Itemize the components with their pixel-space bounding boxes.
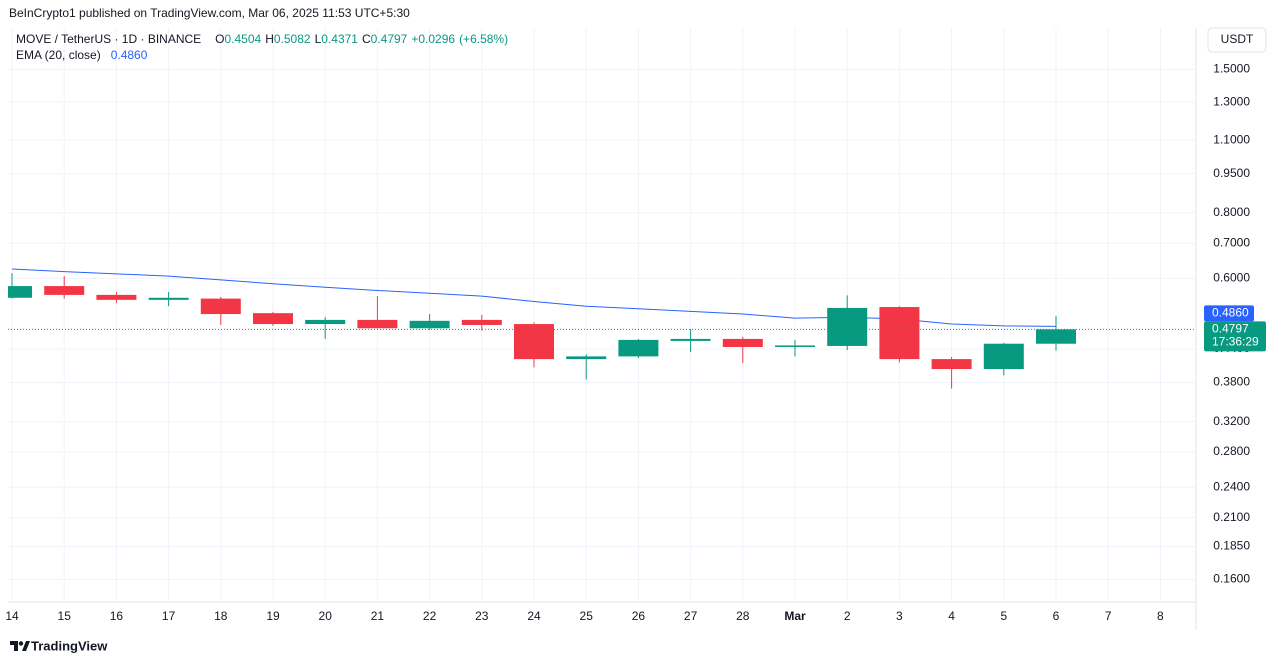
candle-body xyxy=(253,313,293,325)
candle-body xyxy=(618,339,659,357)
change-percent: (+6.58%) xyxy=(459,32,509,46)
x-tick-label: 24 xyxy=(527,609,541,623)
candle-body xyxy=(8,286,32,298)
candle-body xyxy=(1036,329,1076,344)
candle-body xyxy=(566,356,607,360)
x-tick-label: 22 xyxy=(423,609,437,623)
indicator-value: 0.4860 xyxy=(110,48,148,62)
candle-body xyxy=(148,297,189,300)
indicator-legend: EMA (20, close) 0.4860 xyxy=(16,48,147,62)
x-tick-label: 25 xyxy=(580,609,594,623)
candle-body xyxy=(461,319,502,325)
currency-box[interactable] xyxy=(1207,27,1267,53)
candle-body xyxy=(96,294,137,300)
x-tick-label: 18 xyxy=(214,609,228,623)
ohlc-value: 0.4371 xyxy=(321,32,358,46)
ohlc-value: 0.4504 xyxy=(224,32,262,46)
change: +0.0296 xyxy=(411,32,456,46)
candle-body xyxy=(305,319,346,325)
publisher: BeInCrypto1 published on TradingView.com… xyxy=(9,6,410,20)
candle-body xyxy=(827,307,868,346)
y-tick-label: 0.2100 xyxy=(1213,510,1250,524)
x-tick-label: 15 xyxy=(58,609,72,623)
ema-label: 0.4860 xyxy=(1212,306,1249,320)
candle-body xyxy=(931,359,972,370)
y-tick-label: 1.3000 xyxy=(1213,94,1250,108)
y-tick-label: 0.6000 xyxy=(1213,271,1250,285)
symbol-legend: MOVE / TetherUS · 1D · BINANCE O 0.4504 H… xyxy=(16,32,508,46)
x-tick-label: 7 xyxy=(1105,609,1112,623)
y-tick-label: 0.2800 xyxy=(1213,444,1250,458)
x-tick-label: 20 xyxy=(319,609,333,623)
x-tick-label: 26 xyxy=(632,609,646,623)
candle-body xyxy=(44,286,85,295)
y-tick-label: 1.1000 xyxy=(1213,132,1250,146)
ema-tag xyxy=(1204,305,1254,322)
x-tick-label: 2 xyxy=(844,609,851,623)
price-axis: 1.5000 1.3000 1.1000 0.9500 0.8000 0.7000 0.60… xyxy=(1213,62,1250,586)
last-price-label: 0.4797 xyxy=(1212,322,1249,336)
y-tick-label: 0.3200 xyxy=(1213,414,1250,428)
x-tick-label: 3 xyxy=(896,609,903,623)
y-tick-label: 0.1850 xyxy=(1213,539,1250,553)
plot-area xyxy=(8,268,1196,389)
candle-body xyxy=(775,345,815,347)
x-tick-label: 5 xyxy=(1000,609,1007,623)
x-tick-label: 8 xyxy=(1157,609,1164,623)
time-axis: 14 15 16 17 18 19 20 21 22 23 24 25 26 27 28 Mar 2 3 4 5 6 7 8 xyxy=(5,609,1164,623)
ohlc-value: 0.4797 xyxy=(370,32,408,46)
ohlc-key: C xyxy=(361,32,371,46)
x-tick-label: 14 xyxy=(5,609,19,623)
ohlc-value: 0.5082 xyxy=(273,32,311,46)
last-price-tag xyxy=(1204,321,1266,352)
y-tick-label: 0.8000 xyxy=(1213,205,1250,219)
y-tick-label: 0.9500 xyxy=(1213,166,1250,180)
ohlc-key: L xyxy=(314,32,322,46)
symbol-title: MOVE / TetherUS · 1D · BINANCE xyxy=(16,32,202,46)
y-tick-label: 1.5000 xyxy=(1213,62,1250,76)
x-tick-label: 21 xyxy=(371,609,385,623)
candle-body xyxy=(357,319,398,329)
x-tick-label: 28 xyxy=(736,609,750,623)
candle-body xyxy=(879,307,920,360)
y-tick-label: 0.3800 xyxy=(1213,375,1250,389)
candle-body xyxy=(200,298,241,315)
x-tick-label: 19 xyxy=(266,609,280,623)
candle-body xyxy=(409,320,450,329)
y-tick-label: 0.1600 xyxy=(1213,572,1250,586)
x-tick-label: 17 xyxy=(162,609,176,623)
candle-body xyxy=(722,338,763,347)
x-tick-label: Mar xyxy=(784,609,806,623)
brand-logo xyxy=(10,641,30,651)
x-tick-label: 27 xyxy=(684,609,698,623)
x-tick-label: 4 xyxy=(948,609,955,623)
candle-body xyxy=(670,338,711,341)
countdown: 17:36:29 xyxy=(1212,335,1259,349)
x-tick-label: 6 xyxy=(1053,609,1060,623)
ohlc-key: H xyxy=(265,32,274,46)
ohlc-key: O xyxy=(215,32,225,46)
candle-body xyxy=(983,343,1024,370)
x-tick-label: 23 xyxy=(475,609,489,623)
candle-body xyxy=(514,324,554,360)
y-tick-label: 0.7000 xyxy=(1213,235,1250,249)
currency: USDT xyxy=(1221,32,1254,46)
x-tick-label: 16 xyxy=(110,609,124,623)
brand: TradingView xyxy=(31,638,108,653)
indicator-name: EMA (20, close) xyxy=(16,48,101,62)
y-tick-label: 0.2400 xyxy=(1213,479,1250,493)
